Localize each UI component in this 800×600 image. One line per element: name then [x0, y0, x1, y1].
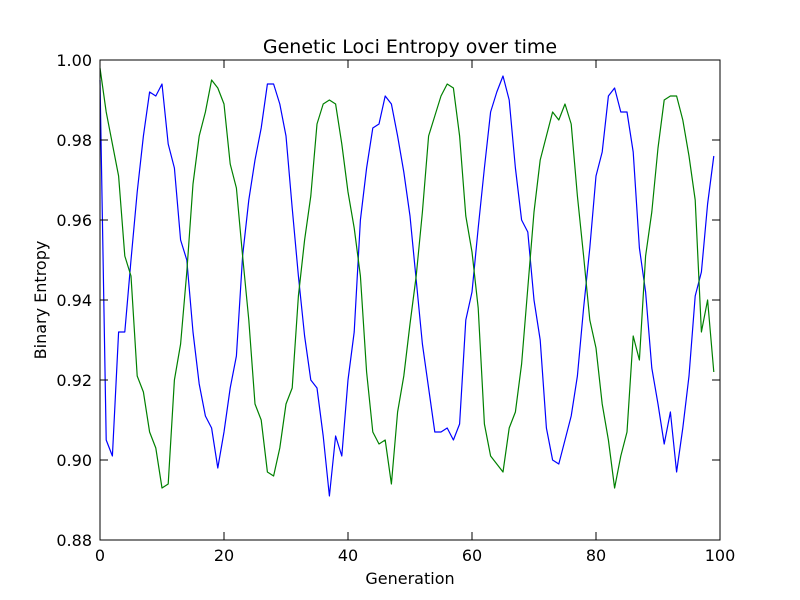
y-tick-label: 0.90 [56, 451, 92, 470]
x-tick-label: 0 [95, 546, 105, 565]
plot-background [100, 60, 720, 540]
y-tick-label: 0.92 [56, 371, 92, 390]
y-tick-label: 0.94 [56, 291, 92, 310]
x-tick-label: 80 [586, 546, 606, 565]
series-line-2 [99, 67, 715, 489]
plot-area [99, 60, 720, 540]
x-tick-label: 100 [705, 546, 736, 565]
x-axis-label: Generation [365, 569, 454, 588]
ticks-layer: 0 20 40 60 80 100 0.88 0.90 0.92 0.94 0.96 0.98 1.00 [56, 51, 735, 565]
chart-title: Genetic Loci Entropy over time [263, 36, 557, 58]
x-tick-label: 40 [338, 546, 358, 565]
y-tick-label: 1.00 [56, 51, 92, 70]
series-layer [99, 67, 715, 497]
y-tick-label: 0.96 [56, 211, 92, 230]
series-line-1 [99, 75, 715, 497]
x-tick-label: 20 [214, 546, 234, 565]
y-axis-label: Binary Entropy [31, 241, 50, 360]
x-tick-label: 60 [462, 546, 482, 565]
y-tick-label: 0.98 [56, 131, 92, 150]
y-tick-label: 0.88 [56, 531, 92, 550]
